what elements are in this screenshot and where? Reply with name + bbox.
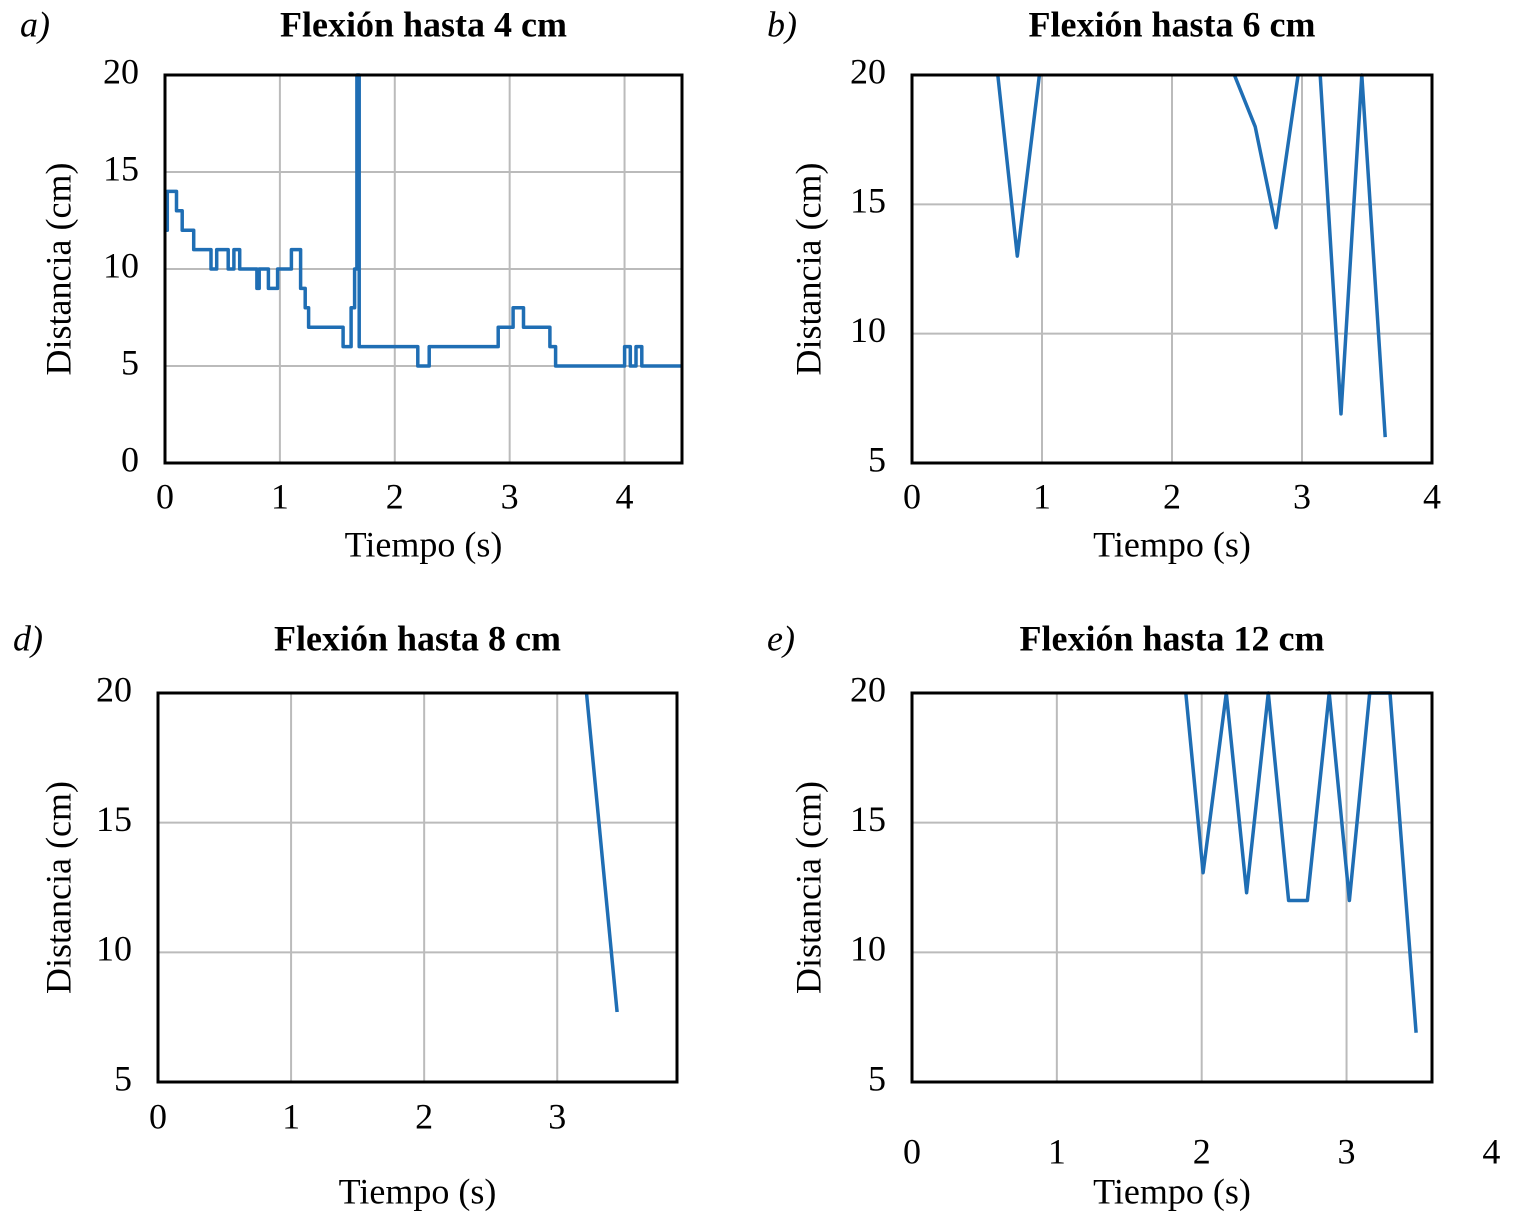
x-tick-label: 3 <box>1338 1131 1356 1171</box>
y-tick-label: 20 <box>850 669 886 709</box>
x-tick-label: 3 <box>501 476 519 516</box>
x-tick-label: 1 <box>271 476 289 516</box>
y-tick-label: 5 <box>868 1058 886 1098</box>
x-tick-label: 2 <box>415 1096 433 1136</box>
y-tick-label: 20 <box>96 669 132 709</box>
y-tick-label: 15 <box>850 181 886 221</box>
panel-label: b) <box>767 4 797 44</box>
x-tick-label: 0 <box>903 476 921 516</box>
y-tick-label: 15 <box>96 799 132 839</box>
y-tick-label: 20 <box>103 51 139 91</box>
x-axis-label: Tiempo (s) <box>339 1171 497 1211</box>
x-tick-label: 1 <box>1033 476 1051 516</box>
chart-title: Flexión hasta 12 cm <box>1020 618 1325 658</box>
y-tick-label: 10 <box>850 310 886 350</box>
panel-label: a) <box>20 4 50 44</box>
chart-title: Flexión hasta 6 cm <box>1029 4 1316 44</box>
x-axis-label: Tiempo (s) <box>1093 1171 1251 1211</box>
y-axis-label: Distancia (cm) <box>788 163 828 376</box>
y-tick-label: 5 <box>868 439 886 479</box>
x-tick-label: 2 <box>386 476 404 516</box>
y-axis-label: Distancia (cm) <box>38 781 78 994</box>
plot-frame <box>156 691 679 1084</box>
plot-frame <box>910 73 1434 465</box>
x-axis-label: Tiempo (s) <box>1093 524 1251 564</box>
x-tick-label: 3 <box>548 1096 566 1136</box>
y-tick-label: 10 <box>96 929 132 969</box>
y-axis-label: Distancia (cm) <box>788 781 828 994</box>
y-tick-label: 10 <box>850 929 886 969</box>
chart-title: Flexión hasta 8 cm <box>274 618 561 658</box>
x-tick-label: 0 <box>156 476 174 516</box>
y-tick-label: 15 <box>103 148 139 188</box>
x-tick-label: 0 <box>903 1131 921 1171</box>
plot-frame <box>163 73 684 465</box>
y-axis-label: Distancia (cm) <box>38 163 78 376</box>
x-tick-label: 0 <box>149 1096 167 1136</box>
y-tick-label: 15 <box>850 799 886 839</box>
y-tick-label: 10 <box>103 245 139 285</box>
data-line <box>1184 691 1418 1033</box>
y-tick-label: 0 <box>121 439 139 479</box>
x-tick-label: 2 <box>1193 1131 1211 1171</box>
panel-label: d) <box>13 618 43 658</box>
data-line <box>584 692 619 1013</box>
y-tick-label: 5 <box>121 342 139 382</box>
x-tick-label: 4 <box>1423 476 1441 516</box>
x-tick-label: 1 <box>1048 1131 1066 1171</box>
chart-title: Flexión hasta 4 cm <box>280 4 567 44</box>
x-axis-label: Tiempo (s) <box>345 524 503 564</box>
y-tick-label: 5 <box>114 1058 132 1098</box>
x-tick-label: 2 <box>1163 476 1181 516</box>
plot-frame <box>910 691 1434 1084</box>
panel-label: e) <box>767 618 795 658</box>
x-tick-label: 4 <box>1482 1131 1500 1171</box>
x-tick-label: 4 <box>616 476 634 516</box>
x-tick-label: 1 <box>282 1096 300 1136</box>
data-line <box>996 73 1387 438</box>
x-tick-label: 3 <box>1293 476 1311 516</box>
data-line <box>165 73 682 368</box>
y-tick-label: 20 <box>850 51 886 91</box>
